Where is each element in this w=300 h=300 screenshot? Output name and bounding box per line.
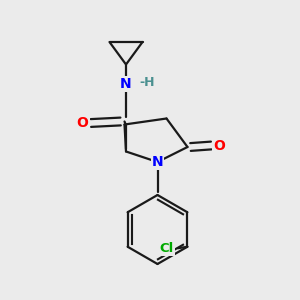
Text: -H: -H (139, 76, 155, 89)
Text: N: N (120, 77, 132, 91)
Text: N: N (152, 155, 163, 169)
Text: O: O (76, 116, 88, 130)
Text: O: O (213, 139, 225, 152)
Text: Cl: Cl (159, 242, 173, 255)
